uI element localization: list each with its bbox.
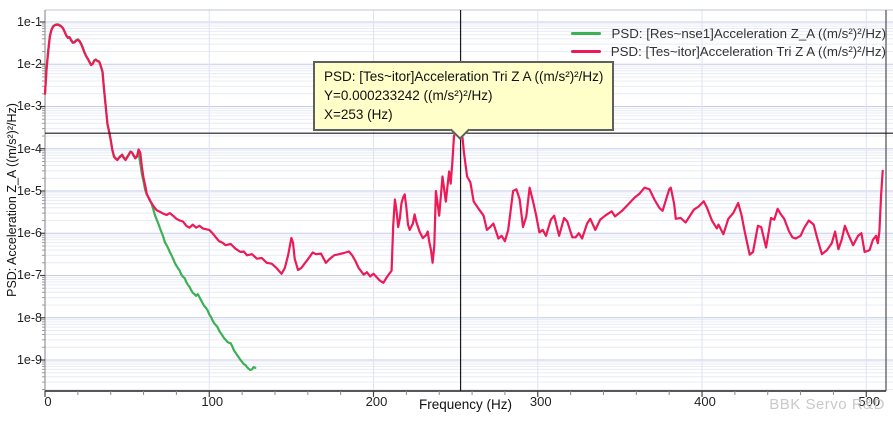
y-tick-label: 1e-8 xyxy=(16,310,42,325)
series-monitor-curve xyxy=(43,23,884,284)
y-tick-label: 1e-5 xyxy=(16,183,42,198)
legend-item[interactable]: PSD: [Res~nse1]Acceleration Z_A ((m/s²)²… xyxy=(571,25,886,41)
x-tick-label: 0 xyxy=(44,394,52,409)
tooltip-y-value: Y=0.000233242 ((m/s²)²/Hz) xyxy=(324,88,493,103)
y-tick-label: 1e-2 xyxy=(16,57,42,72)
x-tick-label: 400 xyxy=(694,394,716,409)
legend-line-sample xyxy=(571,31,602,35)
legend: PSD: [Res~nse1]Acceleration Z_A ((m/s²)²… xyxy=(570,25,886,59)
y-tick-label: 1e-7 xyxy=(16,268,42,283)
y-tick-label: 1e-1 xyxy=(16,14,42,29)
watermark: BBK Servo R&D xyxy=(769,396,885,413)
x-tick-label: 100 xyxy=(201,394,224,409)
y-tick-label: 1e-6 xyxy=(16,226,42,241)
x-tick-label: 500 xyxy=(858,394,881,409)
legend-line-sample xyxy=(570,49,601,53)
x-tick-label: 200 xyxy=(365,394,388,409)
legend-item[interactable]: PSD: [Tes~itor]Acceleration Tri Z A ((m/… xyxy=(570,43,886,59)
legend-item-label: PSD: [Res~nse1]Acceleration Z_A ((m/s²)²… xyxy=(611,25,886,41)
tooltip-series-label: PSD: [Tes~itor]Acceleration Tri Z A ((m/… xyxy=(324,69,604,84)
tooltip-x-value: X=253 (Hz) xyxy=(324,107,393,122)
cursor-tooltip: PSD: [Tes~itor]Acceleration Tri Z A ((m/… xyxy=(313,61,615,131)
x-axis-title: Frequency (Hz) xyxy=(418,397,513,412)
y-tick-label: 1e-3 xyxy=(16,99,42,114)
x-tick-label: 300 xyxy=(529,394,552,409)
legend-item-label: PSD: [Tes~itor]Acceleration Tri Z A ((m/… xyxy=(610,43,886,59)
y-tick-label: 1e-4 xyxy=(16,141,42,156)
y-tick-label: 1e-9 xyxy=(16,352,42,367)
y-axis-title: PSD: Acceleration Z_A ((m/s²)²/Hz) xyxy=(5,103,19,297)
